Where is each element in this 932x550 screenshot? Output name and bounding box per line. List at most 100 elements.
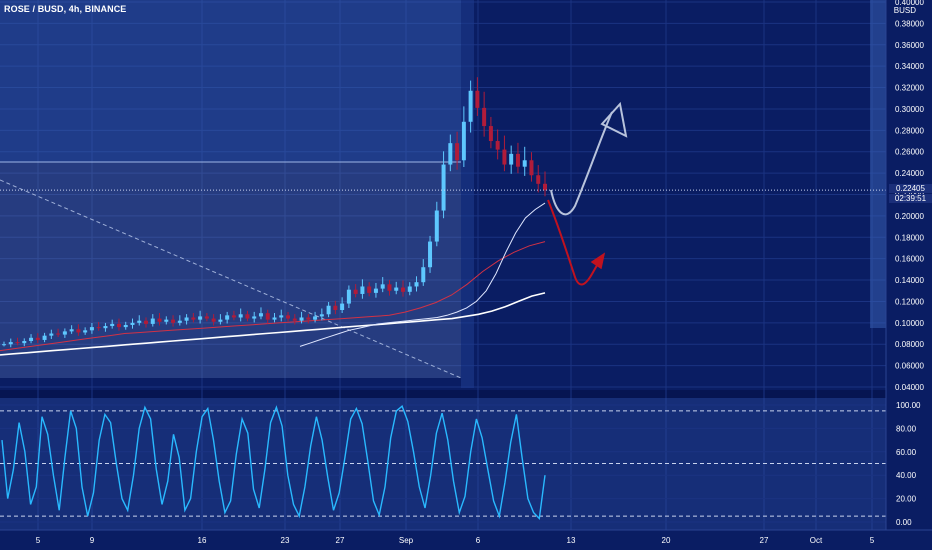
- time-tick-label: 16: [198, 536, 207, 545]
- candle-body: [468, 90, 473, 122]
- candle-body: [29, 337, 34, 342]
- candle-body: [340, 303, 345, 310]
- candle-body: [394, 287, 399, 291]
- candle-body: [279, 315, 284, 318]
- ma-mid-line: [0, 241, 546, 352]
- candle-body: [103, 326, 108, 329]
- range-box-right: [870, 0, 886, 328]
- time-tick-label: 20: [662, 536, 671, 545]
- price-tick-label: 0.28000: [895, 126, 924, 135]
- candle-body: [69, 329, 74, 332]
- candle-body: [83, 330, 88, 333]
- oscillator-pane: [0, 398, 886, 530]
- price-tick-label: 0.40000: [895, 0, 924, 7]
- price-axis[interactable]: 0.04000 0.06000 0.08000 0.10000 0.12000 0.140…: [885, 0, 932, 550]
- candle-body: [56, 333, 61, 335]
- ma-slow-line: [0, 292, 546, 356]
- candle-body: [137, 320, 142, 323]
- candle-body: [380, 284, 385, 289]
- candle-body: [89, 327, 94, 331]
- candle-body: [428, 241, 433, 268]
- candle-body: [265, 313, 270, 320]
- time-axis-background: [0, 530, 932, 550]
- price-tick-label: 0.18000: [895, 233, 924, 242]
- candle-body: [252, 316, 257, 319]
- candle-body: [360, 286, 365, 294]
- candle-body: [495, 141, 500, 150]
- candle-body: [286, 315, 291, 319]
- candle-body: [434, 210, 439, 242]
- candle-body: [509, 153, 514, 165]
- candle-body: [218, 319, 223, 322]
- candle-body: [292, 318, 297, 321]
- oscillator-line: [1, 405, 546, 521]
- candles: [2, 77, 547, 348]
- pane-separator: [0, 390, 932, 398]
- candle-body: [367, 286, 372, 293]
- bullish-arrow-head: [600, 101, 628, 138]
- candle-body: [475, 90, 480, 108]
- candle-body: [326, 305, 331, 315]
- range-box-upper: [0, 0, 461, 162]
- candle-body: [76, 329, 81, 333]
- time-tick-label: 13: [567, 536, 576, 545]
- price-tick-label: 0.36000: [895, 41, 924, 50]
- candle-body: [488, 126, 493, 142]
- price-tick-label: 0.08000: [895, 340, 924, 349]
- candle-body: [171, 319, 176, 323]
- candle-body: [502, 149, 507, 165]
- time-tick-label: 23: [281, 536, 290, 545]
- price-tick-label: 0.10000: [895, 319, 924, 328]
- candle-body: [198, 316, 203, 320]
- candle-body: [346, 289, 351, 304]
- candle-body: [333, 305, 338, 310]
- candle-body: [150, 318, 155, 324]
- axis-unit-label: BUSD: [893, 6, 916, 15]
- candle-body: [22, 341, 27, 344]
- range-box-lower: [0, 162, 461, 378]
- candle-body: [482, 107, 487, 127]
- candle-body: [96, 327, 101, 329]
- osc-tick-label: 20.00: [896, 495, 917, 504]
- time-axis[interactable]: 5 9 16 23 27 Sep 6 13 20 27 Oct 5: [0, 529, 932, 550]
- time-tick-label: 9: [90, 536, 95, 545]
- candle-body: [299, 317, 304, 321]
- candle-body: [441, 164, 446, 211]
- candle-body: [110, 323, 115, 327]
- price-tick-label: 0.30000: [895, 105, 924, 114]
- price-tick-label: 0.34000: [895, 62, 924, 71]
- time-tick-label: Sep: [399, 536, 414, 545]
- time-tick-label: 5: [36, 536, 41, 545]
- candle-body: [238, 314, 243, 318]
- price-tick-label: 0.26000: [895, 148, 924, 157]
- osc-tick-label: 0.00: [896, 518, 912, 527]
- time-tick-label: 6: [476, 536, 481, 545]
- time-tick-label: 27: [336, 536, 345, 545]
- time-tick-label: 27: [760, 536, 769, 545]
- candle-body: [387, 284, 392, 291]
- bearish-arrow-line: [547, 199, 601, 286]
- last-price-label: 0.22405: [889, 184, 932, 193]
- candle-body: [49, 333, 54, 336]
- candle-body: [184, 317, 189, 321]
- price-tick-label: 0.06000: [895, 362, 924, 371]
- price-tick-label: 0.24000: [895, 169, 924, 178]
- candle-body: [225, 315, 230, 320]
- candle-body: [373, 288, 378, 293]
- candle-body: [157, 318, 162, 322]
- candle-body: [231, 315, 236, 318]
- candle-body: [536, 175, 541, 184]
- candle-body: [42, 335, 47, 340]
- candle-body: [258, 313, 263, 317]
- moving-averages: [0, 202, 546, 356]
- candle-body: [211, 318, 216, 322]
- price-tick-label: 0.16000: [895, 255, 924, 264]
- shaded-regions: [0, 0, 886, 388]
- chart-title: ROSE / BUSD, 4h, BINANCE: [4, 4, 127, 14]
- price-tick-label: 0.38000: [895, 19, 924, 28]
- candle-body: [455, 143, 460, 161]
- candle-body: [448, 143, 453, 165]
- candle-body: [272, 317, 277, 320]
